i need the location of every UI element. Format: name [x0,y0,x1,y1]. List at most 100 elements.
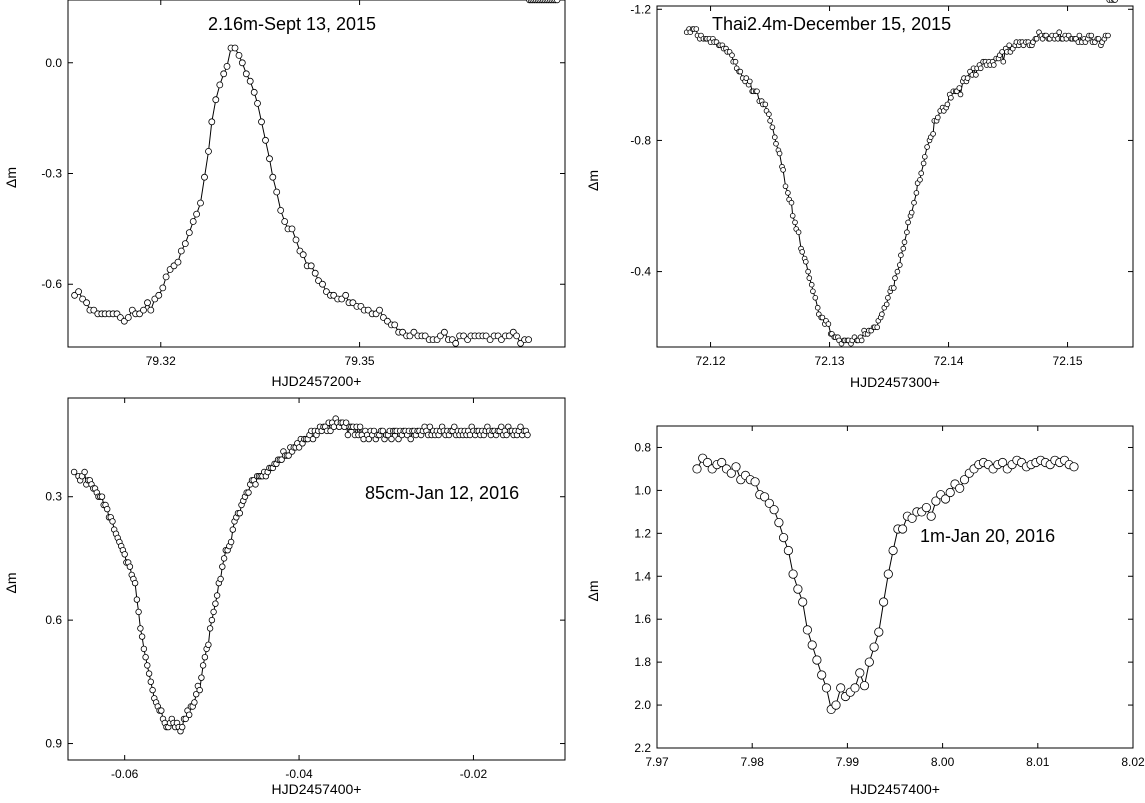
data-point [229,526,236,533]
plot-frame [67,0,566,348]
data-point [926,511,936,521]
data-point [921,154,928,160]
x-tick-label: -0.02 [460,767,488,781]
x-tick-label: 7.98 [741,755,765,769]
data-point [890,285,897,291]
data-point [717,457,727,468]
data-point [75,288,82,296]
data-point [812,294,819,301]
data-point [245,489,252,496]
data-point [242,70,250,78]
data-point [817,670,827,680]
y-tick-label: 1.2 [634,526,651,540]
data-point [135,608,142,616]
data-point [191,699,198,706]
data-point [177,247,185,255]
data-point [831,700,841,710]
data-point [819,314,826,321]
data-point [771,134,778,141]
data-point [147,306,155,314]
data-point [799,249,805,255]
y-tick-label: -0.4 [630,265,651,279]
data-point [940,494,951,504]
data-point [208,118,216,126]
x-tick-label: 72.14 [934,354,964,368]
data-point [788,569,798,579]
data-point [451,423,458,430]
data-point [731,462,741,472]
data-point [918,170,924,177]
data-point [729,52,735,58]
data-point [973,72,979,78]
data-point [182,715,189,723]
data-point [896,262,903,268]
data-point [759,492,770,502]
data-point [185,711,193,718]
y-tick-label: 1.6 [634,612,651,626]
data-point [1000,58,1007,65]
plot-frame [656,5,1134,348]
panel-annotation: 2.16m-Sept 13, 2015 [208,14,376,34]
y-axis-label: Δm [585,170,601,191]
y-axis-label: Δm [585,580,601,601]
data-point [254,100,261,107]
data-point [911,199,917,206]
data-point [395,435,402,443]
data-point [98,493,106,500]
y-axis-label: Δm [3,572,19,593]
y-tick-label: 1.4 [634,569,651,583]
x-tick-label: 72.15 [1053,354,1083,368]
x-axis-label: HJD2457300+ [850,374,940,390]
data-point [956,85,963,91]
x-axis-label: HJD2457400+ [272,781,362,797]
data-point [750,477,760,487]
data-point [778,532,789,543]
data-point [766,111,772,117]
data-point [921,502,932,513]
data-point [344,431,352,439]
data-point [199,662,207,669]
data-point [246,77,254,85]
x-axis-label: HJD2457400+ [850,781,940,797]
data-point [266,155,273,163]
data-point [802,625,813,635]
y-tick-label: -0.6 [41,277,62,291]
data-point [281,218,289,225]
data-point [220,555,228,562]
data-point [252,481,259,488]
data-point [894,268,901,275]
data-point [855,668,865,678]
data-point [702,457,713,468]
data-point [692,464,702,474]
data-point [217,575,224,583]
data-point [144,299,151,307]
data-point [407,435,414,443]
y-tick-label: 0.9 [45,737,62,751]
data-point [883,569,893,579]
data-point [138,633,146,640]
data-point [798,597,808,607]
data-point [388,435,395,443]
data-point [1033,35,1040,42]
data-point [452,339,460,347]
data-point [277,206,285,214]
data-point [126,563,134,570]
y-tick-label: 0.0 [45,56,62,70]
data-point [158,707,165,714]
data-point [769,124,776,131]
x-tick-label: 8.00 [931,755,955,769]
data-point [754,88,760,95]
data-point [874,324,880,331]
data-point [370,427,378,435]
data-point [124,314,132,321]
data-point [295,444,303,451]
x-tick-label: 72.13 [815,354,845,368]
data-point [913,190,920,196]
data-point [737,68,744,75]
data-point [774,517,784,528]
data-point [205,147,212,155]
data-point [1095,35,1102,42]
data-point [223,63,231,70]
data-point [513,332,520,340]
